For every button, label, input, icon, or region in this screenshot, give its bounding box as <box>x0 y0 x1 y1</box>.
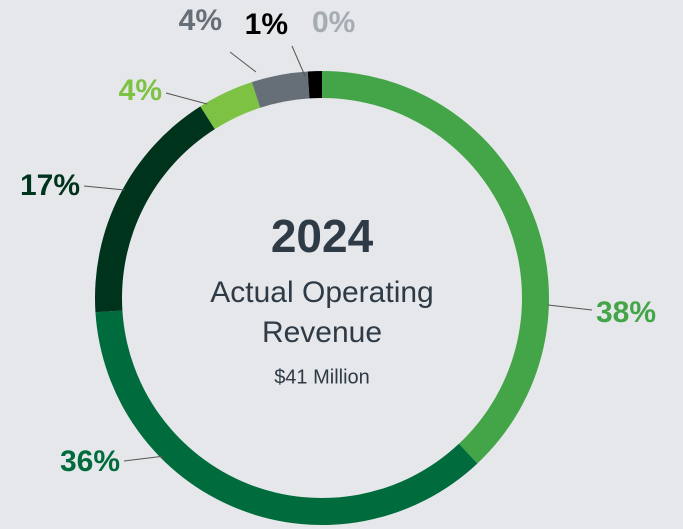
donut-slice <box>322 71 549 464</box>
leader-line <box>229 51 257 73</box>
data-label: 4% <box>179 4 222 37</box>
data-label: 0% <box>312 6 355 39</box>
leader-line <box>547 304 593 311</box>
data-label: 1% <box>245 8 288 41</box>
leader-line <box>291 45 306 77</box>
donut-slice <box>307 71 322 99</box>
data-label: 38% <box>596 296 656 329</box>
center-line: Revenue <box>262 316 382 349</box>
leader-line <box>165 92 208 105</box>
data-label: 17% <box>20 169 80 202</box>
center-note: $41 Million <box>274 366 370 388</box>
data-label: 36% <box>60 445 120 478</box>
center-title: 2024 <box>271 210 374 262</box>
leader-line <box>83 185 126 191</box>
center-line: Actual Operating <box>210 276 433 309</box>
data-label: 4% <box>119 74 162 107</box>
donut-slice <box>200 82 261 130</box>
leader-line <box>123 455 166 462</box>
donut-slice <box>94 106 215 313</box>
donut-slice <box>95 310 478 525</box>
donut-slice <box>251 71 310 108</box>
